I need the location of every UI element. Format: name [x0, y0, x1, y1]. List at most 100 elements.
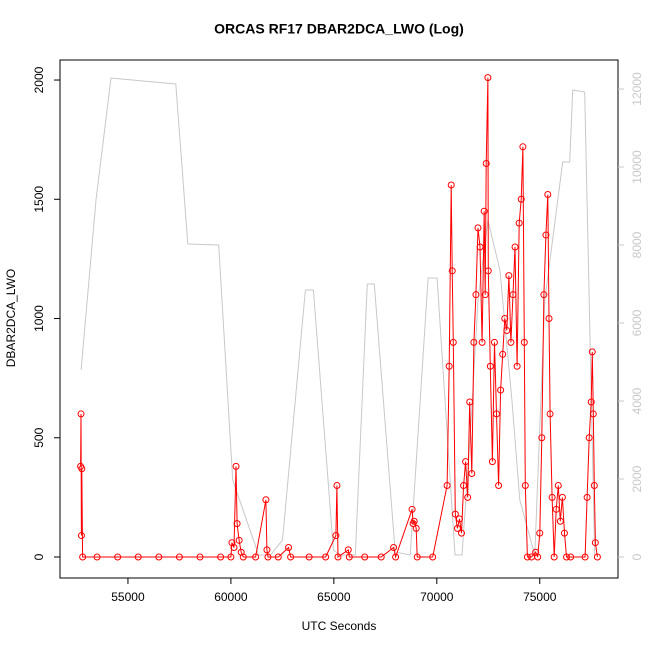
data-point: [587, 398, 595, 406]
data-point: [361, 553, 369, 561]
data-point: [453, 524, 461, 532]
data-point: [285, 543, 293, 551]
data-point: [287, 553, 295, 561]
x-tick-label: 60000: [214, 590, 248, 604]
data-point: [390, 543, 398, 551]
data-point: [486, 362, 494, 370]
data-point: [591, 539, 599, 547]
data-point: [519, 143, 527, 151]
y2-tick-label: 6000: [630, 309, 644, 336]
y-tick-label: 2000: [32, 66, 46, 93]
data-point: [233, 520, 241, 528]
data-point: [495, 481, 503, 489]
data-point: [520, 338, 528, 346]
data-point: [262, 496, 270, 504]
data-point: [550, 553, 558, 561]
y-tick-label: 500: [32, 427, 46, 447]
data-point: [451, 510, 459, 518]
data-point: [175, 553, 183, 561]
data-point: [523, 553, 531, 561]
data-point: [344, 546, 352, 554]
secondary-line: [80, 77, 596, 556]
data-point: [196, 553, 204, 561]
data-point: [585, 434, 593, 442]
data-point: [482, 160, 490, 168]
data-point: [239, 553, 247, 561]
y-tick-label: 0: [32, 553, 46, 560]
data-point: [490, 338, 498, 346]
data-point: [534, 553, 542, 561]
data-point: [458, 529, 466, 537]
data-point: [511, 243, 519, 251]
data-point: [464, 493, 472, 501]
data-point: [583, 493, 591, 501]
data-point: [455, 515, 463, 523]
data-point: [93, 553, 101, 561]
y2-tick-label: 0: [630, 553, 644, 560]
data-point: [413, 553, 421, 561]
data-point: [263, 546, 271, 554]
data-point: [588, 348, 596, 356]
data-point: [227, 553, 235, 561]
data-point: [505, 272, 513, 280]
data-point: [593, 553, 601, 561]
series-line: [80, 77, 598, 559]
data-point: [230, 543, 238, 551]
y2-tick-label: 10000: [630, 150, 644, 184]
data-point: [509, 291, 517, 299]
data-point: [445, 362, 453, 370]
y-tick-label: 1500: [32, 186, 46, 213]
data-point: [443, 481, 451, 489]
data-point: [554, 481, 562, 489]
data-point: [274, 553, 282, 561]
data-point: [536, 529, 544, 537]
data-point: [497, 386, 505, 394]
data-point: [515, 219, 523, 227]
data-point: [493, 410, 501, 418]
x-tick-label: 55000: [111, 590, 145, 604]
data-point: [392, 553, 400, 561]
data-point: [134, 553, 142, 561]
data-point: [567, 553, 575, 561]
data-point: [472, 291, 480, 299]
data-point: [408, 505, 416, 513]
data-point: [264, 553, 272, 561]
data-point: [476, 243, 484, 251]
data-point: [546, 410, 554, 418]
y2-tick-label: 4000: [630, 387, 644, 414]
data-point: [540, 291, 548, 299]
data-point: [460, 481, 468, 489]
data-point: [78, 465, 86, 473]
data-point: [449, 338, 457, 346]
data-point: [232, 462, 240, 470]
data-point: [114, 553, 122, 561]
data-point: [377, 553, 385, 561]
chart-title: ORCAS RF17 DBAR2DCA_LWO (Log): [214, 21, 464, 37]
data-point: [558, 493, 566, 501]
data-point: [462, 458, 470, 466]
data-point: [334, 553, 342, 561]
data-point: [484, 267, 492, 275]
data-point: [552, 505, 560, 513]
data-point: [332, 532, 340, 540]
data-point: [466, 398, 474, 406]
data-point: [488, 458, 496, 466]
data-point: [548, 493, 556, 501]
data-point: [556, 517, 564, 525]
data-point: [305, 553, 313, 561]
x-tick-label: 65000: [317, 590, 351, 604]
data-point: [513, 362, 521, 370]
data-point: [252, 553, 260, 561]
y-axis-label: DBAR2DCA_LWO: [4, 269, 18, 367]
x-tick-label: 70000: [420, 590, 454, 604]
data-point: [447, 181, 455, 189]
data-point: [474, 224, 482, 232]
y-tick-label: 1000: [32, 305, 46, 332]
data-point: [410, 517, 418, 525]
data-point: [155, 553, 163, 561]
data-point: [545, 315, 553, 323]
data-point: [77, 410, 85, 418]
data-point: [333, 481, 341, 489]
